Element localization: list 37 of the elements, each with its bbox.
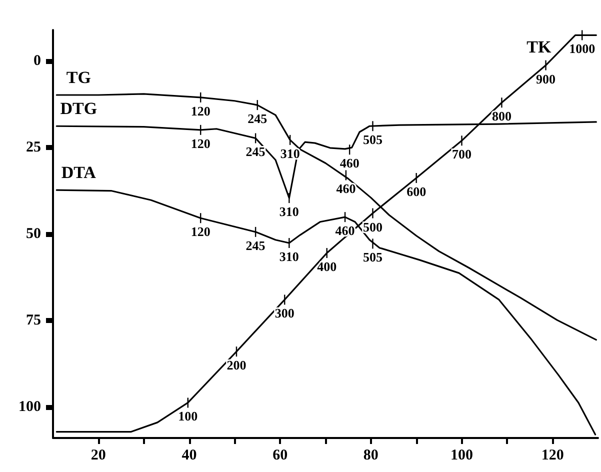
series-label: TK [526,38,552,57]
annotation: 310 [279,248,299,264]
y-tick-label: 25 [26,140,41,156]
series-label: TG [66,68,91,88]
annotation: 400 [317,259,337,274]
annotation: 310 [279,204,299,220]
annotation: 100 [178,408,198,424]
annotation: 460 [336,181,356,196]
annotation: 245 [246,238,266,253]
y-tick-label: 0 [34,53,41,70]
y-tick-label: 100 [18,398,41,415]
annotation: 900 [536,71,556,86]
x-tick-label: 60 [272,448,288,464]
annotation: 120 [190,136,210,151]
annotation: 245 [246,144,266,160]
x-tick-label: 80 [363,448,378,464]
annotation: 120 [190,103,210,118]
x-tick-label: 120 [541,448,564,464]
series-label: DTG [60,99,98,118]
annotation: 700 [452,146,472,162]
y-tick-label: 50 [26,226,41,242]
annotation: 200 [226,358,246,373]
x-tick-label: 40 [182,448,197,464]
x-tick-label: 100 [450,448,473,464]
annotation: 120 [190,224,210,240]
series-label: DTA [61,163,97,182]
annotation: 460 [340,156,360,171]
annotation: 500 [362,219,382,234]
annotation: 300 [274,306,294,321]
x-tick-label: 20 [90,448,106,464]
annotation: 1000 [569,41,596,56]
annotation: 505 [362,132,383,148]
annotation: 505 [362,250,383,265]
annotation: 600 [406,184,426,199]
annotation: 800 [492,108,512,124]
annotation: 245 [248,111,268,126]
y-tick-label: 75 [26,312,41,328]
